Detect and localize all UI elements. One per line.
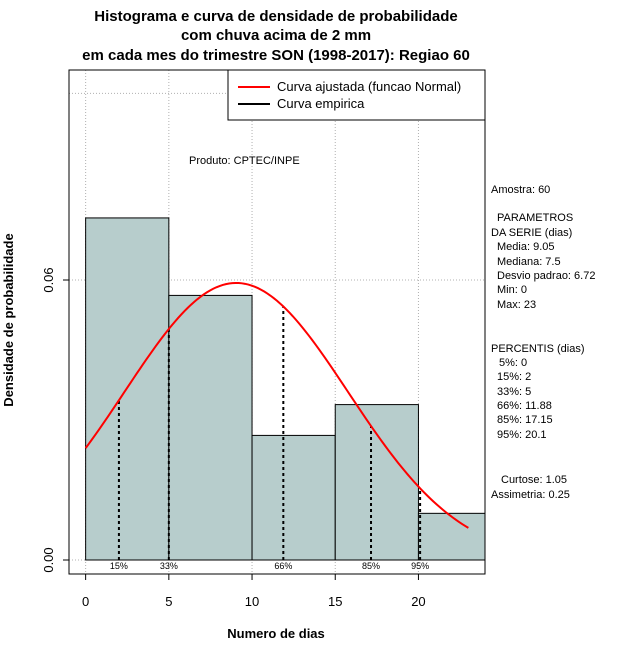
- stat-percentis-title: PERCENTIS (dias): [491, 343, 585, 355]
- stat-params-title-2: DA SERIE (dias): [491, 227, 572, 239]
- histogram-bar-1: [168, 294, 253, 561]
- histogram-bar-4: [417, 512, 486, 561]
- stat-mediana: Mediana: 7.5: [497, 256, 561, 268]
- stat-sample: Amostra: 60: [491, 184, 550, 196]
- legend-label-empirical: Curva empirica: [277, 96, 365, 111]
- x-axis-title: Numero de dias: [227, 626, 325, 641]
- y-tick-label-0: 0.00: [41, 547, 56, 572]
- percentile-label-3: 85%: [362, 561, 380, 571]
- histogram-bars: [85, 217, 486, 561]
- x-tick-label-0: 0: [82, 594, 89, 609]
- stat-p5: 5%: 0: [499, 357, 527, 369]
- histogram-bar-3: [334, 404, 419, 561]
- y-axis-title: Densidade de probabilidade: [1, 233, 16, 406]
- chart-title-line-2: com chuva acima de 2 mm: [181, 27, 371, 44]
- percentile-label-1: 33%: [160, 561, 178, 571]
- normal-curve-layer: [84, 281, 469, 529]
- product-label: Produto: CPTEC/INPE: [189, 155, 300, 167]
- x-tick-label-3: 15: [328, 594, 342, 609]
- chart-title-line-1: Histograma e curva de densidade de proba…: [94, 8, 457, 25]
- percentile-label-2: 66%: [274, 561, 292, 571]
- percentile-lines: 15% 33% 66% 85% 95%: [110, 306, 429, 571]
- x-tick-label-2: 10: [245, 594, 259, 609]
- percentile-label-4: 95%: [411, 561, 429, 571]
- stat-assimetria: Assimetria: 0.25: [491, 489, 570, 501]
- y-tick-label-1: 0.06: [41, 267, 56, 292]
- x-tick-label-1: 5: [165, 594, 172, 609]
- stat-media: Media: 9.05: [497, 241, 554, 253]
- legend-label-normal: Curva ajustada (funcao Normal): [277, 79, 461, 94]
- stat-p66: 66%: 11.88: [497, 400, 552, 412]
- stat-min: Min: 0: [497, 284, 527, 296]
- stat-p85: 85%: 17.15: [497, 414, 553, 426]
- legend: Curva ajustada (funcao Normal) Curva emp…: [227, 69, 486, 121]
- stat-max: Max: 23: [497, 299, 536, 311]
- normal-curve: [84, 281, 469, 529]
- stat-params-title-1: PARAMETROS: [497, 212, 573, 224]
- axes: 0 5 10 15 20 0.00 0.06: [41, 267, 426, 609]
- stats-panel: Amostra: 60 PARAMETROS DA SERIE (dias) M…: [491, 184, 595, 501]
- stat-p33: 33%: 5: [497, 386, 531, 398]
- percentile-label-0: 15%: [110, 561, 128, 571]
- stat-p95: 95%: 20.1: [497, 429, 547, 441]
- stat-desvio: Desvio padrao: 6.72: [497, 270, 595, 282]
- x-tick-label-4: 20: [411, 594, 425, 609]
- histogram-bar-2: [251, 434, 336, 561]
- chart-title-line-3: em cada mes do trimestre SON (1998-2017)…: [82, 47, 470, 64]
- legend-box: [227, 69, 486, 121]
- stat-p15: 15%: 2: [497, 371, 531, 383]
- stat-curtose: Curtose: 1.05: [501, 474, 567, 486]
